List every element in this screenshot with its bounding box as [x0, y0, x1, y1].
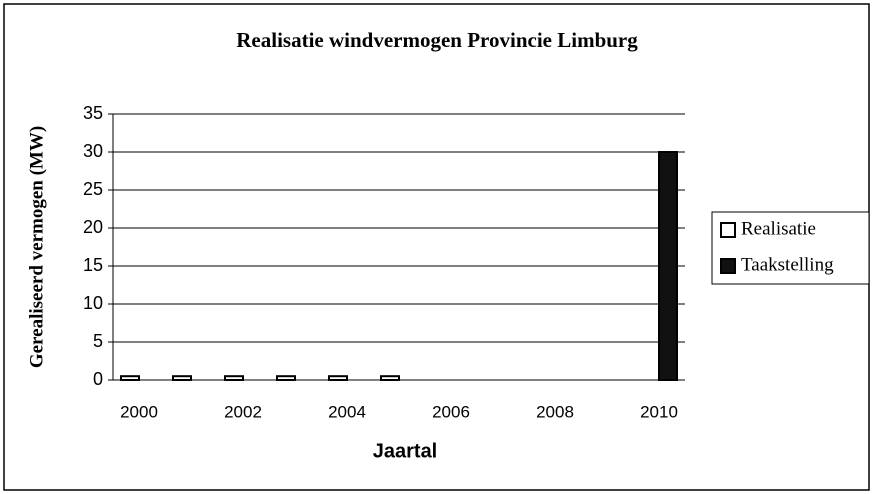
bar — [120, 375, 140, 382]
legend — [711, 211, 870, 285]
y-tick-label: 10 — [83, 293, 103, 313]
legend-swatch — [720, 258, 736, 274]
bar — [224, 375, 244, 382]
x-tick-label: 2006 — [432, 402, 470, 421]
legend-swatch — [720, 222, 736, 238]
bar — [328, 375, 348, 382]
y-tick-label: 15 — [83, 255, 103, 275]
bar — [380, 375, 400, 382]
legend-label: Realisatie — [741, 218, 816, 239]
y-axis-label: Gerealiseerd vermogen (MW) — [26, 126, 47, 368]
y-tick-label: 35 — [83, 103, 103, 123]
x-tick-label: 2000 — [120, 402, 158, 421]
x-tick-label: 2004 — [328, 402, 366, 421]
chart-title: Realisatie windvermogen Provincie Limbur… — [236, 28, 638, 52]
y-tick-label: 20 — [83, 217, 103, 237]
bar — [276, 375, 296, 382]
y-tick-label: 30 — [83, 141, 103, 161]
x-axis-label: Jaartal — [373, 440, 438, 462]
x-tick-label: 2002 — [224, 402, 262, 421]
y-tick-label: 5 — [93, 331, 103, 351]
y-tick-label: 0 — [93, 369, 103, 389]
x-tick-label: 2010 — [640, 402, 678, 421]
legend-label: Taakstelling — [741, 254, 834, 275]
bar — [658, 151, 678, 381]
bar — [172, 375, 192, 382]
x-tick-label: 2008 — [536, 402, 574, 421]
y-tick-label: 25 — [83, 179, 103, 199]
